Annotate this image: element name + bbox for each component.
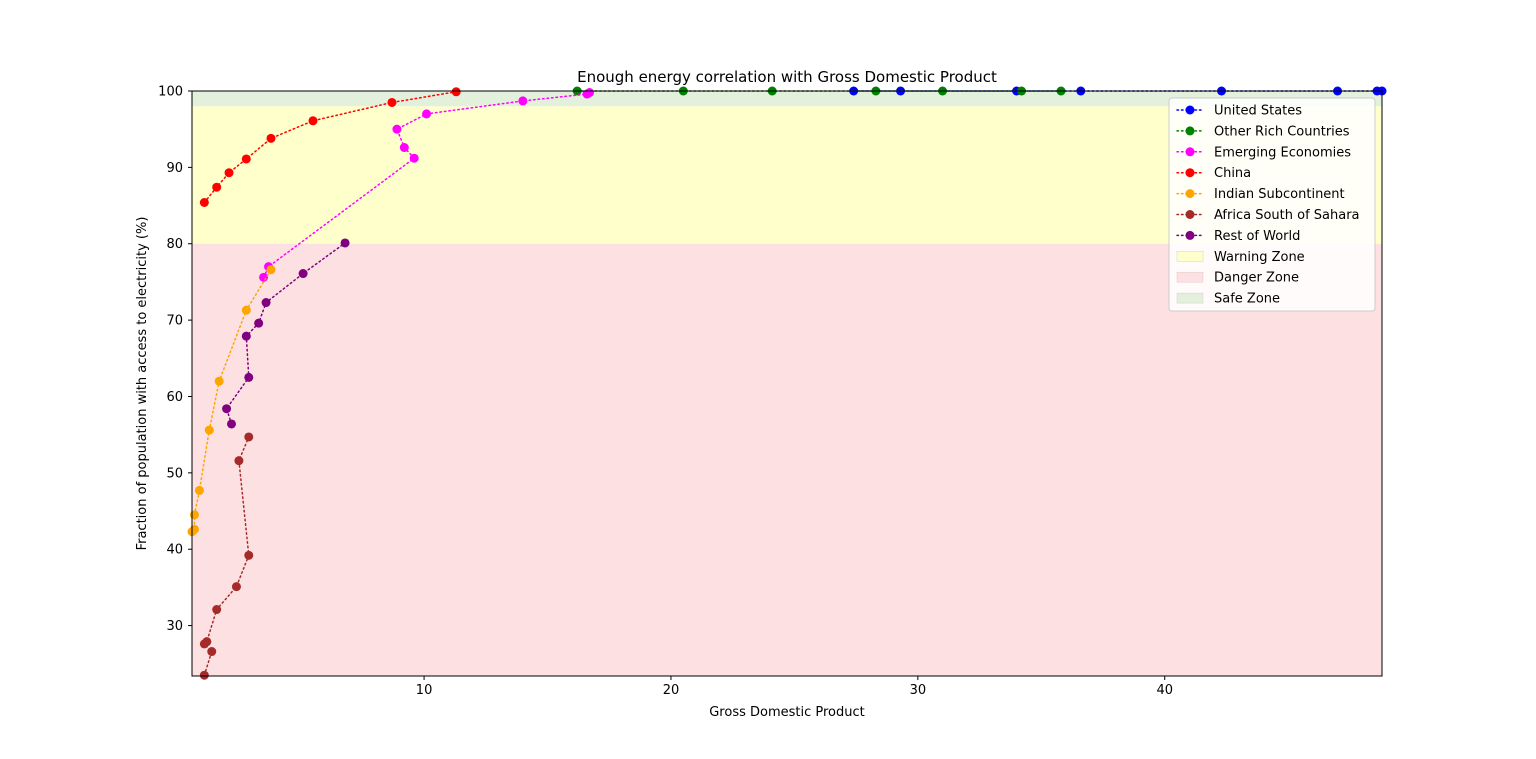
legend-label: Africa South of Sahara	[1214, 208, 1360, 223]
data-point-emerging-economies-3	[399, 143, 409, 153]
legend-patch-swatch	[1176, 292, 1204, 304]
legend-entry-warning-zone: Warning Zone	[1176, 250, 1305, 265]
zone-danger-zone	[192, 243, 1382, 676]
data-point-indian-subcontinent-3	[194, 485, 204, 495]
legend-marker	[1185, 168, 1195, 178]
y-tick-label: 40	[166, 543, 183, 558]
legend-label: Indian Subcontinent	[1214, 187, 1345, 202]
legend-label: Warning Zone	[1214, 250, 1305, 265]
data-point-africa-south-of-sahara-6	[244, 550, 254, 560]
legend-entry-indian-subcontinent: Indian Subcontinent	[1176, 187, 1345, 202]
legend-marker	[1185, 147, 1195, 157]
legend-patch-swatch	[1176, 271, 1204, 283]
data-point-emerging-economies-0	[259, 272, 269, 282]
legend-label: Safe Zone	[1214, 292, 1280, 307]
data-point-rest-of-world-5	[261, 298, 271, 308]
data-point-emerging-economies-5	[422, 109, 432, 119]
legend-entry-africa-south-of-sahara: Africa South of Sahara	[1176, 208, 1360, 223]
y-tick-label: 80	[166, 237, 183, 252]
data-point-rest-of-world-7	[340, 238, 350, 248]
data-point-rest-of-world-1	[222, 404, 232, 414]
y-tick-label: 90	[166, 161, 183, 176]
data-point-china-0	[199, 198, 209, 208]
data-point-indian-subcontinent-6	[241, 305, 251, 315]
series-emerging-economies	[259, 88, 594, 282]
x-tick-label: 30	[910, 683, 927, 698]
data-point-africa-south-of-sahara-7	[234, 456, 244, 466]
legend-entry-other-rich-countries: Other Rich Countries	[1176, 124, 1350, 139]
series-china	[199, 87, 461, 208]
data-point-rest-of-world-0	[227, 419, 237, 429]
legend-marker	[1185, 189, 1195, 199]
data-point-indian-subcontinent-2	[189, 510, 199, 520]
y-tick-label: 70	[166, 314, 183, 329]
y-tick-label: 50	[166, 466, 183, 481]
data-point-indian-subcontinent-4	[204, 425, 214, 435]
y-tick-label: 100	[158, 85, 183, 100]
legend-entry-emerging-economies: Emerging Economies	[1176, 145, 1351, 160]
data-point-china-5	[308, 116, 318, 126]
data-point-rest-of-world-2	[244, 372, 254, 382]
x-tick-label: 40	[1156, 683, 1173, 698]
y-tick-label: 60	[166, 390, 183, 405]
legend-patch-swatch	[1176, 251, 1204, 262]
legend-label: Danger Zone	[1214, 271, 1299, 286]
legend-marker	[1185, 126, 1195, 136]
data-point-indian-subcontinent-7	[266, 265, 276, 275]
data-point-china-6	[387, 97, 397, 107]
x-axis-label: Gross Domestic Product	[709, 705, 865, 720]
data-point-emerging-economies-6	[518, 96, 528, 106]
legend-entry-rest-of-world: Rest of World	[1176, 229, 1300, 244]
series-line-emerging-economies	[262, 91, 591, 279]
legend: United States Other Rich Countries Emergin…	[1168, 97, 1376, 312]
legend-marker	[1185, 230, 1195, 240]
legend-label: Rest of World	[1214, 229, 1300, 244]
data-point-africa-south-of-sahara-1	[207, 647, 217, 657]
x-tick-label: 10	[416, 683, 433, 698]
data-point-africa-south-of-sahara-4	[212, 605, 222, 615]
legend-entry-united-states: United States	[1176, 104, 1302, 119]
plot-frame	[191, 90, 1383, 677]
data-point-emerging-economies-8	[584, 88, 594, 98]
data-point-africa-south-of-sahara-3	[202, 637, 212, 647]
data-point-emerging-economies-2	[409, 153, 419, 163]
legend-entry-danger-zone: Danger Zone	[1176, 271, 1299, 286]
data-point-africa-south-of-sahara-0	[199, 670, 209, 680]
data-point-emerging-economies-4	[392, 124, 402, 134]
data-point-china-1	[212, 182, 222, 192]
y-axis: 30 40 50 60 70 80 90 100	[158, 85, 192, 634]
series-line-rest-of-world	[225, 242, 346, 425]
legend-box	[1168, 97, 1376, 312]
data-point-africa-south-of-sahara-8	[244, 432, 254, 442]
data-point-indian-subcontinent-1	[189, 524, 199, 534]
zone-safe-zone	[192, 91, 1382, 107]
legend-label: China	[1214, 166, 1251, 181]
x-axis: 10 20 30 40	[416, 676, 1173, 698]
data-point-indian-subcontinent-5	[214, 376, 224, 386]
x-tick-label: 20	[663, 683, 680, 698]
data-point-rest-of-world-6	[298, 269, 308, 279]
legend-entry-safe-zone: Safe Zone	[1176, 292, 1280, 307]
series-rest-of-world	[222, 238, 350, 429]
data-point-rest-of-world-3	[241, 331, 251, 341]
y-tick-label: 30	[166, 619, 183, 634]
legend-label: Emerging Economies	[1214, 145, 1351, 160]
legend-entry-china: China	[1176, 166, 1251, 181]
data-point-africa-south-of-sahara-5	[231, 582, 241, 592]
series-africa-south-of-sahara	[199, 432, 254, 680]
data-point-china-7	[451, 87, 461, 97]
y-axis-label: Fraction of population with access to el…	[135, 217, 150, 551]
legend-label: United States	[1214, 104, 1302, 119]
data-point-rest-of-world-4	[254, 318, 264, 328]
legend-marker	[1185, 105, 1195, 115]
data-point-china-2	[224, 168, 234, 178]
chart-title: Enough energy correlation with Gross Dom…	[577, 68, 997, 86]
legend-label: Other Rich Countries	[1214, 124, 1350, 139]
data-point-china-4	[266, 133, 276, 143]
legend-marker	[1185, 210, 1195, 219]
data-point-china-3	[241, 154, 251, 164]
